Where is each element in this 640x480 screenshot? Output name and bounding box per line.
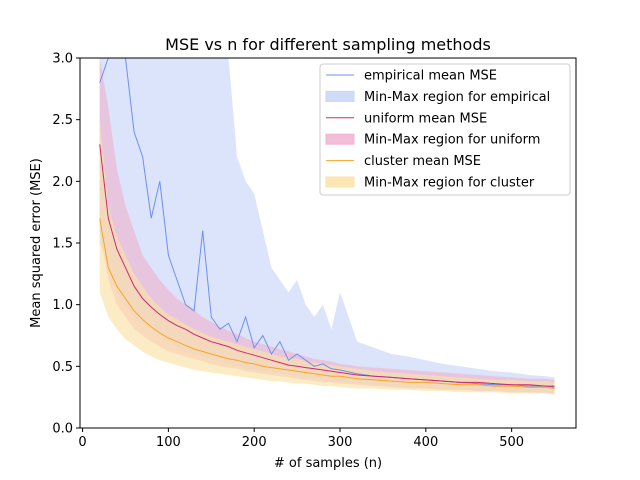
x-tick-label: 400	[413, 435, 438, 450]
y-tick-label: 2.0	[52, 175, 73, 190]
line-cluster	[99, 218, 555, 389]
x-tick-label: 0	[78, 435, 86, 450]
band-empirical	[99, 58, 555, 394]
legend-patch-swatch	[325, 176, 355, 188]
y-tick-label: 1.0	[52, 298, 73, 313]
legend-label: Min-Max region for uniform	[364, 133, 540, 148]
x-axis-label: # of samples (n)	[274, 456, 382, 471]
x-axis: 0 100 200 300 400 500	[78, 428, 524, 450]
lines-layer	[99, 58, 555, 389]
y-tick-label: 2.5	[52, 113, 73, 128]
legend-label: empirical mean MSE	[364, 69, 497, 84]
chart-title: MSE vs n for different sampling methods	[165, 35, 491, 54]
y-axis: 0.0 0.5 1.0 1.5 2.0 2.5 3.0	[52, 52, 80, 437]
legend-box	[319, 63, 571, 196]
x-tick-label: 500	[499, 435, 524, 450]
line-uniform	[99, 144, 555, 387]
y-tick-label: 1.5	[52, 237, 73, 252]
legend-patch-swatch	[325, 133, 355, 145]
y-tick-label: 3.0	[52, 52, 73, 67]
legend: empirical mean MSE Min-Max region for emp…	[319, 63, 571, 196]
y-tick-label: 0.0	[52, 422, 73, 437]
x-tick-label: 300	[328, 435, 353, 450]
legend-label: Min-Max region for cluster	[364, 176, 535, 191]
legend-label: cluster mean MSE	[364, 154, 481, 169]
legend-patch-swatch	[325, 90, 355, 102]
legend-label: Min-Max region for empirical	[364, 90, 550, 105]
y-axis-label: Mean squared error (MSE)	[29, 158, 44, 328]
y-tick-label: 0.5	[52, 360, 73, 375]
legend-label: uniform mean MSE	[364, 111, 487, 126]
x-tick-label: 200	[242, 435, 267, 450]
bands-layer	[99, 58, 555, 395]
x-tick-label: 100	[156, 435, 181, 450]
